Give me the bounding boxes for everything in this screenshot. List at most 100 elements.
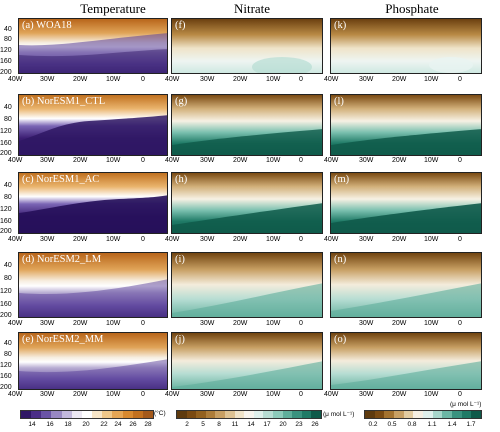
x-tick: 20W	[392, 320, 407, 327]
colorbar-tick: 20	[82, 421, 90, 428]
phosphate-field-k	[331, 19, 481, 73]
x-tick: 0	[458, 76, 462, 83]
y-tick: 200	[0, 312, 12, 319]
x-tick: 30W	[359, 157, 374, 164]
colorbar-tick: 5	[201, 421, 205, 428]
colorbar-temperature-unit: (°C)	[154, 410, 166, 417]
x-tick: 20W	[233, 76, 248, 83]
panel-temperature-e: (e) NorESM2_MM	[18, 332, 168, 390]
x-tick: 30W	[40, 76, 55, 83]
y-tick: 200	[0, 384, 12, 391]
phosphate-field-l	[331, 95, 481, 155]
colorbar-tick: 1.1	[427, 421, 437, 428]
x-tick: 0	[141, 157, 145, 164]
panel-nitrate-j: (j)	[171, 332, 323, 390]
x-tick: 0	[141, 320, 145, 327]
panel-nitrate-i: (i)	[171, 252, 323, 318]
x-tick: 30W	[359, 391, 374, 398]
x-tick: 20W	[233, 391, 248, 398]
x-tick: 40W	[8, 391, 23, 398]
x-tick: 10W	[424, 391, 439, 398]
x-tick: 0	[458, 236, 462, 243]
phosphate-field-o	[331, 333, 481, 389]
column-title-phosphate: Phosphate	[385, 1, 439, 16]
colorbar-tick: 26	[129, 421, 137, 428]
panel-phosphate-l: (l)	[330, 94, 482, 156]
x-tick: 10W	[424, 320, 439, 327]
x-tick: 30W	[359, 76, 374, 83]
colorbar-nitrate-unit: (μ mol L⁻¹)	[323, 411, 355, 418]
panel-label-e: (e) NorESM2_MM	[22, 334, 104, 345]
nitrate-field-i	[172, 253, 322, 317]
panel-label-k: (k)	[334, 20, 347, 31]
x-tick: 40W	[165, 157, 180, 164]
panel-phosphate-n: (n)	[330, 252, 482, 318]
colorbar-tick: 0.2	[368, 421, 378, 428]
x-tick: 10W	[266, 157, 281, 164]
panel-nitrate-h: (h)	[171, 172, 323, 234]
panel-label-f: (f)	[175, 20, 186, 31]
y-tick: 40	[4, 182, 12, 189]
colorbar-tick: 24	[114, 421, 122, 428]
y-tick: 160	[0, 301, 12, 308]
y-tick: 120	[0, 206, 12, 213]
colorbar-tick: 14	[28, 421, 36, 428]
panel-temperature-c: (c) NorESM1_AC	[18, 172, 168, 234]
x-tick: 0	[141, 236, 145, 243]
x-tick: 10W	[266, 391, 281, 398]
x-tick: 10W	[424, 157, 439, 164]
x-tick: 40W	[165, 76, 180, 83]
x-tick: 20W	[392, 157, 407, 164]
y-tick: 120	[0, 47, 12, 54]
y-tick: 40	[4, 26, 12, 33]
temperature-field-d	[19, 253, 167, 317]
column-title-temperature: Temperature	[80, 1, 146, 16]
panel-nitrate-g: (g)	[171, 94, 323, 156]
colorbar-phosphate	[364, 410, 482, 419]
y-tick: 120	[0, 128, 12, 135]
x-tick: 10W	[424, 236, 439, 243]
y-tick: 200	[0, 150, 12, 157]
panel-label-h: (h)	[175, 174, 188, 185]
x-tick: 30W	[200, 320, 215, 327]
x-tick: 20W	[392, 76, 407, 83]
temperature-field-c	[19, 173, 167, 233]
column-title-nitrate: Nitrate	[233, 1, 271, 16]
x-tick: 20W	[392, 391, 407, 398]
x-tick: 40W	[324, 76, 339, 83]
colorbar-tick: 2	[185, 421, 189, 428]
panel-temperature-a: (a) WOA18	[18, 18, 168, 74]
x-tick: 30W	[200, 76, 215, 83]
panel-temperature-d: (d) NorESM2_LM	[18, 252, 168, 318]
colorbar-tick: 8	[217, 421, 221, 428]
x-tick: 0	[299, 391, 303, 398]
nitrate-field-g	[172, 95, 322, 155]
y-tick: 40	[4, 262, 12, 269]
x-tick: 10W	[424, 76, 439, 83]
colorbar-tick: 1.7	[466, 421, 476, 428]
colorbar-tick: 22	[100, 421, 108, 428]
panel-phosphate-k: (k)	[330, 18, 482, 74]
x-tick: 10W	[266, 236, 281, 243]
colorbar-tick: 16	[46, 421, 54, 428]
phosphate-field-n	[331, 253, 481, 317]
x-tick: 30W	[40, 391, 55, 398]
y-tick: 120	[0, 362, 12, 369]
colorbar-nitrate	[176, 410, 322, 419]
x-tick: 10W	[266, 76, 281, 83]
x-tick: 30W	[200, 391, 215, 398]
x-tick: 40W	[8, 76, 23, 83]
x-tick: 40W	[8, 157, 23, 164]
x-tick: 10W	[106, 76, 121, 83]
temperature-field-e	[19, 333, 167, 389]
colorbar-tick: 26	[311, 421, 319, 428]
x-tick: 30W	[359, 236, 374, 243]
nitrate-field-f	[172, 19, 322, 73]
x-tick: 20W	[73, 236, 88, 243]
colorbar-tick: 23	[295, 421, 303, 428]
x-tick: 10W	[106, 157, 121, 164]
x-tick: 20W	[73, 320, 88, 327]
y-tick: 80	[4, 36, 12, 43]
colorbar-tick: 0.8	[407, 421, 417, 428]
colorbar-tick: 20	[279, 421, 287, 428]
